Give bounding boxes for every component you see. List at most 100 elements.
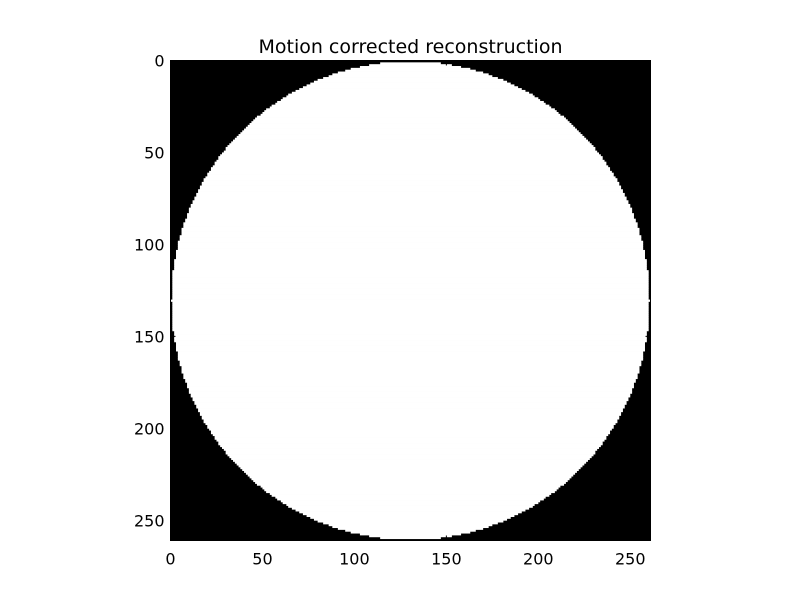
image-row xyxy=(218,441,603,444)
image-row xyxy=(203,180,618,183)
image-row xyxy=(190,395,631,398)
image-row xyxy=(256,115,565,118)
image-row xyxy=(192,398,629,402)
plot-frame xyxy=(170,60,651,541)
image-row xyxy=(223,448,598,451)
image-row xyxy=(249,476,572,479)
image-row xyxy=(269,492,552,495)
image-row xyxy=(172,292,649,295)
image-row xyxy=(198,189,623,192)
image-row xyxy=(188,391,633,394)
image-row xyxy=(185,218,636,221)
image-row xyxy=(177,240,644,243)
image-row xyxy=(328,75,493,78)
image-row xyxy=(174,266,647,269)
image-row xyxy=(187,386,634,389)
image-row xyxy=(177,352,644,356)
image-row xyxy=(288,93,533,96)
image-row xyxy=(317,78,504,82)
image-row xyxy=(172,305,649,308)
image-row xyxy=(369,534,452,538)
image-row xyxy=(172,281,649,284)
image-row xyxy=(176,257,645,260)
image-row xyxy=(172,319,649,323)
image-row xyxy=(199,187,622,190)
image-row xyxy=(266,490,555,494)
image-row xyxy=(185,378,636,381)
image-row xyxy=(286,95,535,98)
image-row xyxy=(269,106,552,109)
image-row xyxy=(225,146,596,150)
image-row xyxy=(253,119,568,122)
image-row xyxy=(233,459,588,462)
image-row xyxy=(212,165,609,168)
image-row xyxy=(177,248,644,251)
image-row xyxy=(302,512,519,516)
image-row xyxy=(345,529,476,532)
image-row xyxy=(192,397,629,400)
image-row xyxy=(203,420,618,424)
image-row xyxy=(295,89,526,93)
image-row xyxy=(234,461,587,464)
image-row xyxy=(176,249,645,253)
image-row xyxy=(194,198,627,201)
image-row xyxy=(183,373,638,376)
image-row xyxy=(310,516,511,519)
image-row xyxy=(187,216,634,220)
image-row xyxy=(183,374,638,378)
image-row xyxy=(179,238,642,242)
image-row xyxy=(172,270,649,273)
image-row xyxy=(192,202,629,205)
image-row xyxy=(185,380,636,383)
x-tick-label: 100 xyxy=(339,550,370,569)
image-row xyxy=(174,332,647,335)
image-row xyxy=(203,419,618,422)
image-row xyxy=(188,389,633,392)
image-row xyxy=(328,523,493,527)
image-row xyxy=(299,511,522,514)
image-row xyxy=(181,367,640,370)
image-row xyxy=(172,323,649,326)
image-row xyxy=(207,174,614,177)
image-row xyxy=(251,121,570,124)
x-tick-label: 150 xyxy=(431,550,462,569)
image-row xyxy=(172,312,649,315)
image-row xyxy=(196,192,625,196)
image-row xyxy=(251,477,570,481)
image-row xyxy=(187,213,634,216)
image-row xyxy=(253,479,568,483)
image-row xyxy=(203,178,618,181)
image-row xyxy=(220,444,601,448)
image-row xyxy=(174,264,647,267)
image-row xyxy=(210,430,611,433)
y-tick-label: 0 xyxy=(154,52,164,71)
image-row xyxy=(177,244,644,247)
image-row xyxy=(190,203,631,207)
image-row xyxy=(350,531,471,534)
image-row xyxy=(205,176,616,179)
image-row xyxy=(188,387,633,391)
image-row xyxy=(212,433,609,437)
chart-title: Motion corrected reconstruction xyxy=(258,36,562,58)
image-row xyxy=(172,284,649,288)
image-row xyxy=(199,185,622,188)
y-tick-label: 200 xyxy=(134,419,165,438)
image-row xyxy=(218,156,603,159)
image-row xyxy=(174,338,647,341)
image-row xyxy=(380,62,441,65)
image-row xyxy=(209,428,612,431)
image-row xyxy=(177,356,644,359)
image-row xyxy=(172,321,649,324)
image-row xyxy=(181,229,640,232)
image-row xyxy=(310,82,511,85)
image-row xyxy=(199,411,622,415)
y-tick-label: 250 xyxy=(134,511,165,530)
image-row xyxy=(247,474,574,477)
image-row xyxy=(170,299,651,302)
image-row xyxy=(359,66,462,69)
image-row xyxy=(172,306,649,310)
image-row xyxy=(196,404,625,407)
image-row xyxy=(196,194,625,197)
image-row xyxy=(216,159,605,163)
